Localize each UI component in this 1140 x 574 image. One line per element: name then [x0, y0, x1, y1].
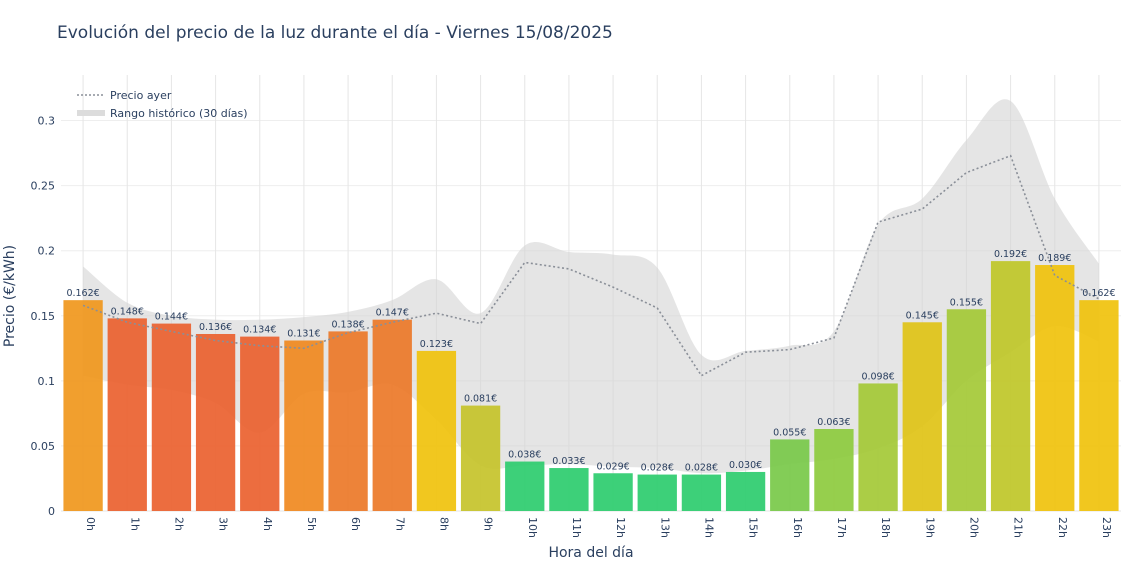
x-tick-label: 13h	[658, 517, 671, 538]
price-bar-7h	[372, 319, 412, 511]
price-bar-12h	[593, 473, 633, 511]
y-tick-label: 0.2	[38, 245, 56, 258]
price-bar-9h	[460, 405, 501, 511]
bar-value-label: 0.081€	[464, 394, 497, 405]
bar-value-label: 0.134€	[243, 325, 276, 336]
price-bar-15h	[725, 471, 766, 511]
price-bar-3h	[195, 333, 236, 511]
y-tick-label: 0.1	[38, 375, 56, 388]
bar-value-label: 0.145€	[906, 310, 939, 321]
bar-value-label: 0.162€	[1082, 288, 1115, 299]
bar-value-label: 0.028€	[641, 463, 674, 474]
chart-title: Evolución del precio de la luz durante e…	[57, 23, 613, 43]
legend-label-yesterday: Precio ayer	[110, 89, 172, 102]
x-tick-label: 8h	[437, 517, 450, 531]
y-tick-label: 0.05	[31, 440, 56, 453]
price-bar-19h	[902, 322, 942, 511]
y-tick-label: 0.25	[31, 180, 56, 193]
bar-value-label: 0.189€	[1038, 253, 1071, 264]
x-tick-label: 11h	[570, 517, 583, 538]
bar-value-label: 0.147€	[376, 308, 409, 319]
x-tick-label: 10h	[526, 517, 539, 538]
price-bar-22h	[1035, 265, 1075, 511]
price-bar-21h	[990, 261, 1031, 511]
x-tick-label: 2h	[172, 517, 185, 531]
x-tick-label: 21h	[1012, 517, 1025, 538]
legend[interactable]: Precio ayer Rango histórico (30 días)	[77, 89, 248, 120]
price-bar-5h	[284, 340, 324, 511]
y-tick-label: 0.15	[31, 310, 56, 323]
x-tick-label: 0h	[84, 517, 97, 531]
x-tick-label: 6h	[349, 517, 362, 531]
price-bar-1h	[107, 318, 147, 511]
y-tick-label: 0	[48, 505, 55, 518]
price-bar-11h	[549, 468, 589, 511]
bar-value-label: 0.030€	[729, 460, 762, 471]
x-tick-label: 16h	[791, 517, 804, 538]
legend-swatch-historical	[77, 110, 105, 116]
bar-value-label: 0.055€	[773, 427, 806, 438]
historical-range-layer	[83, 99, 1099, 474]
price-bar-0h	[63, 300, 103, 511]
x-tick-label: 12h	[614, 517, 627, 538]
legend-label-historical: Rango histórico (30 días)	[110, 107, 248, 120]
x-tick-label: 23h	[1100, 517, 1113, 538]
x-tick-label: 14h	[702, 517, 715, 538]
bar-value-label: 0.136€	[199, 322, 232, 333]
bar-value-label: 0.131€	[287, 329, 320, 340]
bar-value-label: 0.029€	[596, 461, 629, 472]
x-axis-title: Hora del día	[548, 545, 633, 561]
x-tick-label: 17h	[835, 517, 848, 538]
bar-value-label: 0.028€	[685, 463, 718, 474]
x-tick-label: 7h	[393, 517, 406, 531]
price-bar-4h	[240, 336, 280, 511]
price-bar-14h	[681, 474, 722, 511]
x-axis-ticks: 0h 1h 2h 3h 4h 5h 6h 7h 8h 9h 10h 11h 12h 13h 14h 15h 16…	[84, 517, 1113, 538]
price-bar-10h	[505, 461, 545, 511]
bar-value-label: 0.162€	[66, 288, 99, 299]
bar-value-label: 0.192€	[994, 249, 1027, 260]
price-bar-8h	[416, 350, 457, 511]
bar-labels-layer: 0.162€ 0.148€ 0.144€ 0.136€ 0.134€ 0.131€ 0.13…	[66, 249, 1115, 473]
x-tick-label: 5h	[305, 517, 318, 531]
historical-range-area	[83, 99, 1099, 474]
x-tick-label: 20h	[967, 517, 980, 538]
y-tick-label: 0.3	[38, 115, 56, 128]
price-bar-17h	[814, 429, 854, 511]
x-tick-label: 3h	[217, 517, 230, 531]
bar-value-label: 0.138€	[331, 319, 364, 330]
bar-value-label: 0.033€	[552, 456, 585, 467]
x-tick-label: 22h	[1056, 517, 1069, 538]
price-bar-16h	[770, 439, 810, 511]
price-bar-20h	[946, 309, 987, 511]
x-tick-label: 15h	[747, 517, 760, 538]
x-tick-label: 4h	[261, 517, 274, 531]
y-axis-title: Precio (€/kWh)	[2, 245, 18, 347]
price-bar-23h	[1079, 300, 1119, 511]
bar-value-label: 0.098€	[861, 371, 894, 382]
bar-value-label: 0.123€	[420, 339, 453, 350]
bar-value-label: 0.144€	[155, 312, 188, 323]
price-bar-6h	[328, 331, 368, 511]
y-axis-ticks: 0 0.05 0.1 0.15 0.2 0.25 0.3	[31, 115, 56, 518]
bars-layer	[63, 261, 1119, 511]
bar-value-label: 0.148€	[111, 306, 144, 317]
x-tick-label: 18h	[879, 517, 892, 538]
bar-value-label: 0.155€	[950, 297, 983, 308]
x-tick-label: 19h	[923, 517, 936, 538]
x-tick-label: 1h	[128, 517, 141, 531]
price-bar-2h	[151, 323, 192, 511]
bar-value-label: 0.038€	[508, 450, 541, 461]
price-bar-13h	[637, 474, 677, 511]
bar-value-label: 0.063€	[817, 417, 850, 428]
x-tick-label: 9h	[482, 517, 495, 531]
price-bar-18h	[858, 383, 898, 511]
